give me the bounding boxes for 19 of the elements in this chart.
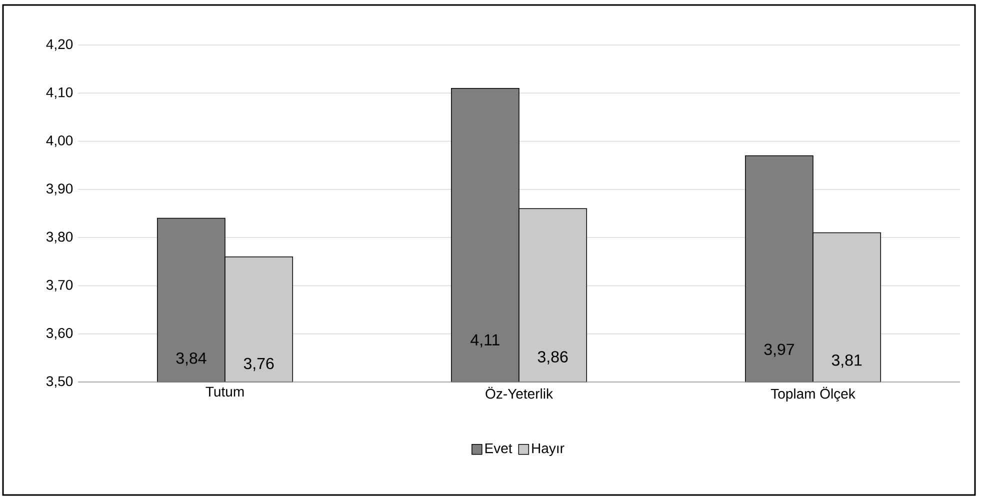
x-tick-label: Tutum bbox=[206, 386, 244, 397]
y-tick-label: 3,50 bbox=[46, 376, 73, 388]
data-label: 4,11 bbox=[470, 334, 500, 348]
data-label: 3,86 bbox=[538, 351, 568, 364]
y-tick-label: 4,00 bbox=[46, 135, 73, 148]
legend-label: Evet bbox=[485, 443, 512, 454]
data-label: 3,81 bbox=[832, 354, 862, 368]
y-tick-label: 3,80 bbox=[46, 232, 73, 244]
y-tick-label: 4,20 bbox=[46, 39, 73, 51]
data-label: 3,76 bbox=[244, 358, 274, 372]
y-tick-label: 3,70 bbox=[46, 280, 73, 292]
x-tick-label: Öz-Yeterlik bbox=[486, 386, 554, 399]
legend-label: Hayır bbox=[532, 443, 564, 456]
y-tick-label: 4,10 bbox=[46, 87, 73, 99]
x-tick-label: Toplam Ölçek bbox=[770, 386, 856, 402]
data-label: 3,84 bbox=[176, 352, 206, 366]
y-tick-label: 3,90 bbox=[46, 184, 73, 196]
y-tick-label: 3,60 bbox=[46, 328, 73, 340]
data-label: 3,97 bbox=[764, 344, 794, 357]
